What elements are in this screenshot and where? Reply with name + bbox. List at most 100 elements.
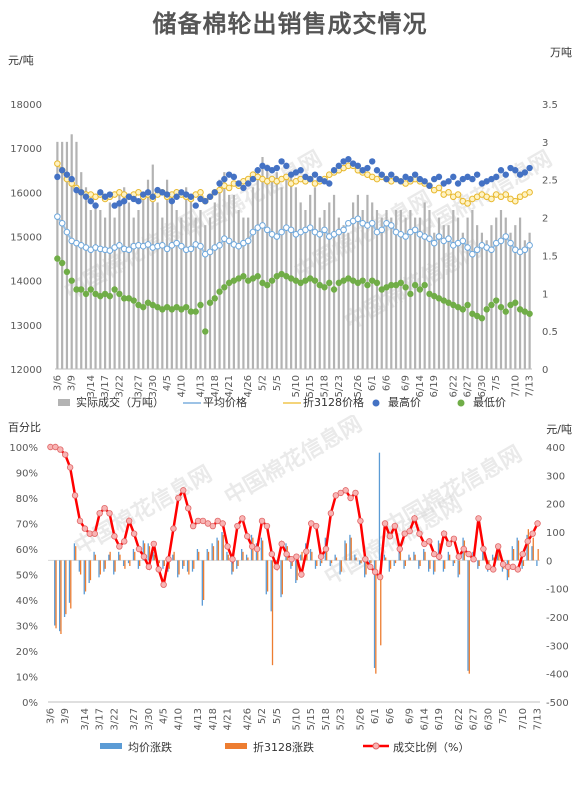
conv-change-bar — [522, 560, 525, 566]
volume-bar — [137, 210, 140, 369]
max-price-point — [58, 167, 66, 174]
deal-ratio-point — [140, 553, 148, 560]
min-price-point — [221, 284, 228, 291]
min-price-point — [283, 273, 290, 280]
max-price-point — [383, 175, 390, 183]
volume-bar — [390, 217, 393, 369]
min-price-point — [73, 286, 80, 293]
avg-price-point — [402, 233, 409, 240]
avg-change-bar — [467, 560, 469, 671]
min-price-point — [507, 301, 514, 309]
avg-change-bar — [88, 560, 90, 583]
conv-change-bar — [173, 551, 175, 561]
conv-change-bar — [60, 560, 62, 634]
volume-bar — [485, 240, 488, 369]
volume-bar — [80, 172, 83, 369]
max-price-point — [297, 167, 304, 174]
deal-ratio-point — [509, 563, 517, 571]
deal-ratio-point — [317, 553, 325, 560]
avg-price-point — [507, 239, 514, 247]
deal-ratio-point — [209, 522, 217, 530]
max-price-point — [73, 186, 80, 194]
conv-change-bar — [217, 540, 220, 561]
min-price-point — [97, 292, 104, 300]
volume-bar — [375, 210, 379, 369]
deal-ratio-point — [96, 510, 103, 517]
min-price-point — [459, 306, 467, 313]
avg-price-point — [197, 242, 204, 250]
y2-tick-label: 3.5 — [542, 100, 558, 111]
avg-change-bar — [300, 554, 302, 561]
volume-bar — [161, 217, 164, 369]
avg-price-point — [187, 245, 195, 253]
x-tick-label: 4/26 — [243, 375, 254, 397]
avg-change-bar — [152, 551, 154, 561]
max-price-point — [478, 180, 486, 187]
conv-change-bar — [124, 560, 126, 569]
avg-price-point — [235, 242, 242, 250]
deal-ratio-point — [160, 581, 167, 588]
conv-change-bar — [517, 540, 520, 561]
volume-bar — [194, 217, 197, 369]
max-price-point — [469, 175, 476, 183]
avg-change-bar — [295, 560, 297, 583]
max-price-point — [373, 167, 381, 174]
conv-change-bar — [207, 551, 210, 561]
min-price-point — [187, 308, 195, 315]
avg-price-point — [206, 248, 214, 256]
avg-change-bar — [260, 537, 263, 561]
max-price-point — [316, 175, 323, 183]
y2-tick-label: 400 — [546, 443, 565, 454]
deal-ratio-point — [411, 515, 418, 522]
x-tick-label: 3/17 — [100, 375, 111, 397]
avg-change-bar — [442, 560, 445, 572]
min-price-point — [268, 277, 276, 284]
avg-change-bar — [457, 560, 459, 578]
x-tick-label: 4/13 — [193, 708, 204, 730]
deal-ratio-point — [494, 543, 502, 550]
avg-price-point — [159, 242, 166, 249]
y-tick-label: 20% — [16, 647, 38, 658]
avg-price-point — [178, 242, 185, 250]
x-tick-label: 5/5 — [272, 708, 283, 724]
deal-ratio-point — [135, 545, 143, 553]
x-tick-label: 4/21 — [223, 708, 234, 730]
conv-price-point — [526, 189, 533, 196]
avg-change-bar — [393, 560, 395, 566]
legend-swatch — [225, 743, 247, 749]
x-tick-label: 5/15 — [306, 708, 317, 730]
max-price-point — [264, 164, 271, 172]
deal-ratio-point — [480, 545, 487, 553]
volume-bar — [61, 141, 64, 369]
conv-price-point — [454, 191, 462, 198]
deal-ratio-point — [219, 520, 226, 527]
avg-price-point — [63, 228, 71, 236]
deal-ratio-point — [303, 548, 310, 555]
deal-ratio-point — [440, 530, 448, 537]
avg-change-bar — [319, 560, 322, 566]
min-price-point — [297, 279, 304, 287]
deal-ratio-point — [76, 517, 84, 525]
avg-change-bar — [196, 549, 199, 561]
avg-price-point — [173, 239, 180, 247]
avg-change-bar — [364, 560, 366, 578]
x-tick-label: 4/18 — [208, 708, 219, 730]
deal-ratio-point — [116, 543, 123, 550]
min-price-point — [82, 290, 90, 298]
conv-change-bar — [271, 560, 274, 666]
conv-change-bar — [409, 557, 411, 561]
volume-bar — [409, 210, 412, 369]
deal-ratio-point — [278, 540, 285, 548]
deal-ratio-point — [445, 540, 453, 548]
deal-ratio-point — [81, 525, 89, 532]
max-price-point — [278, 158, 285, 165]
min-price-point — [235, 275, 242, 282]
avg-change-bar — [309, 549, 312, 561]
x-tick-label: 4/10 — [173, 708, 184, 730]
x-tick-label: 5/26 — [355, 708, 366, 730]
min-price-point — [473, 312, 481, 320]
x-tick-label: 6/19 — [434, 708, 445, 730]
max-price-point — [154, 186, 161, 194]
conv-price-point — [445, 189, 452, 196]
max-price-point — [473, 171, 481, 178]
